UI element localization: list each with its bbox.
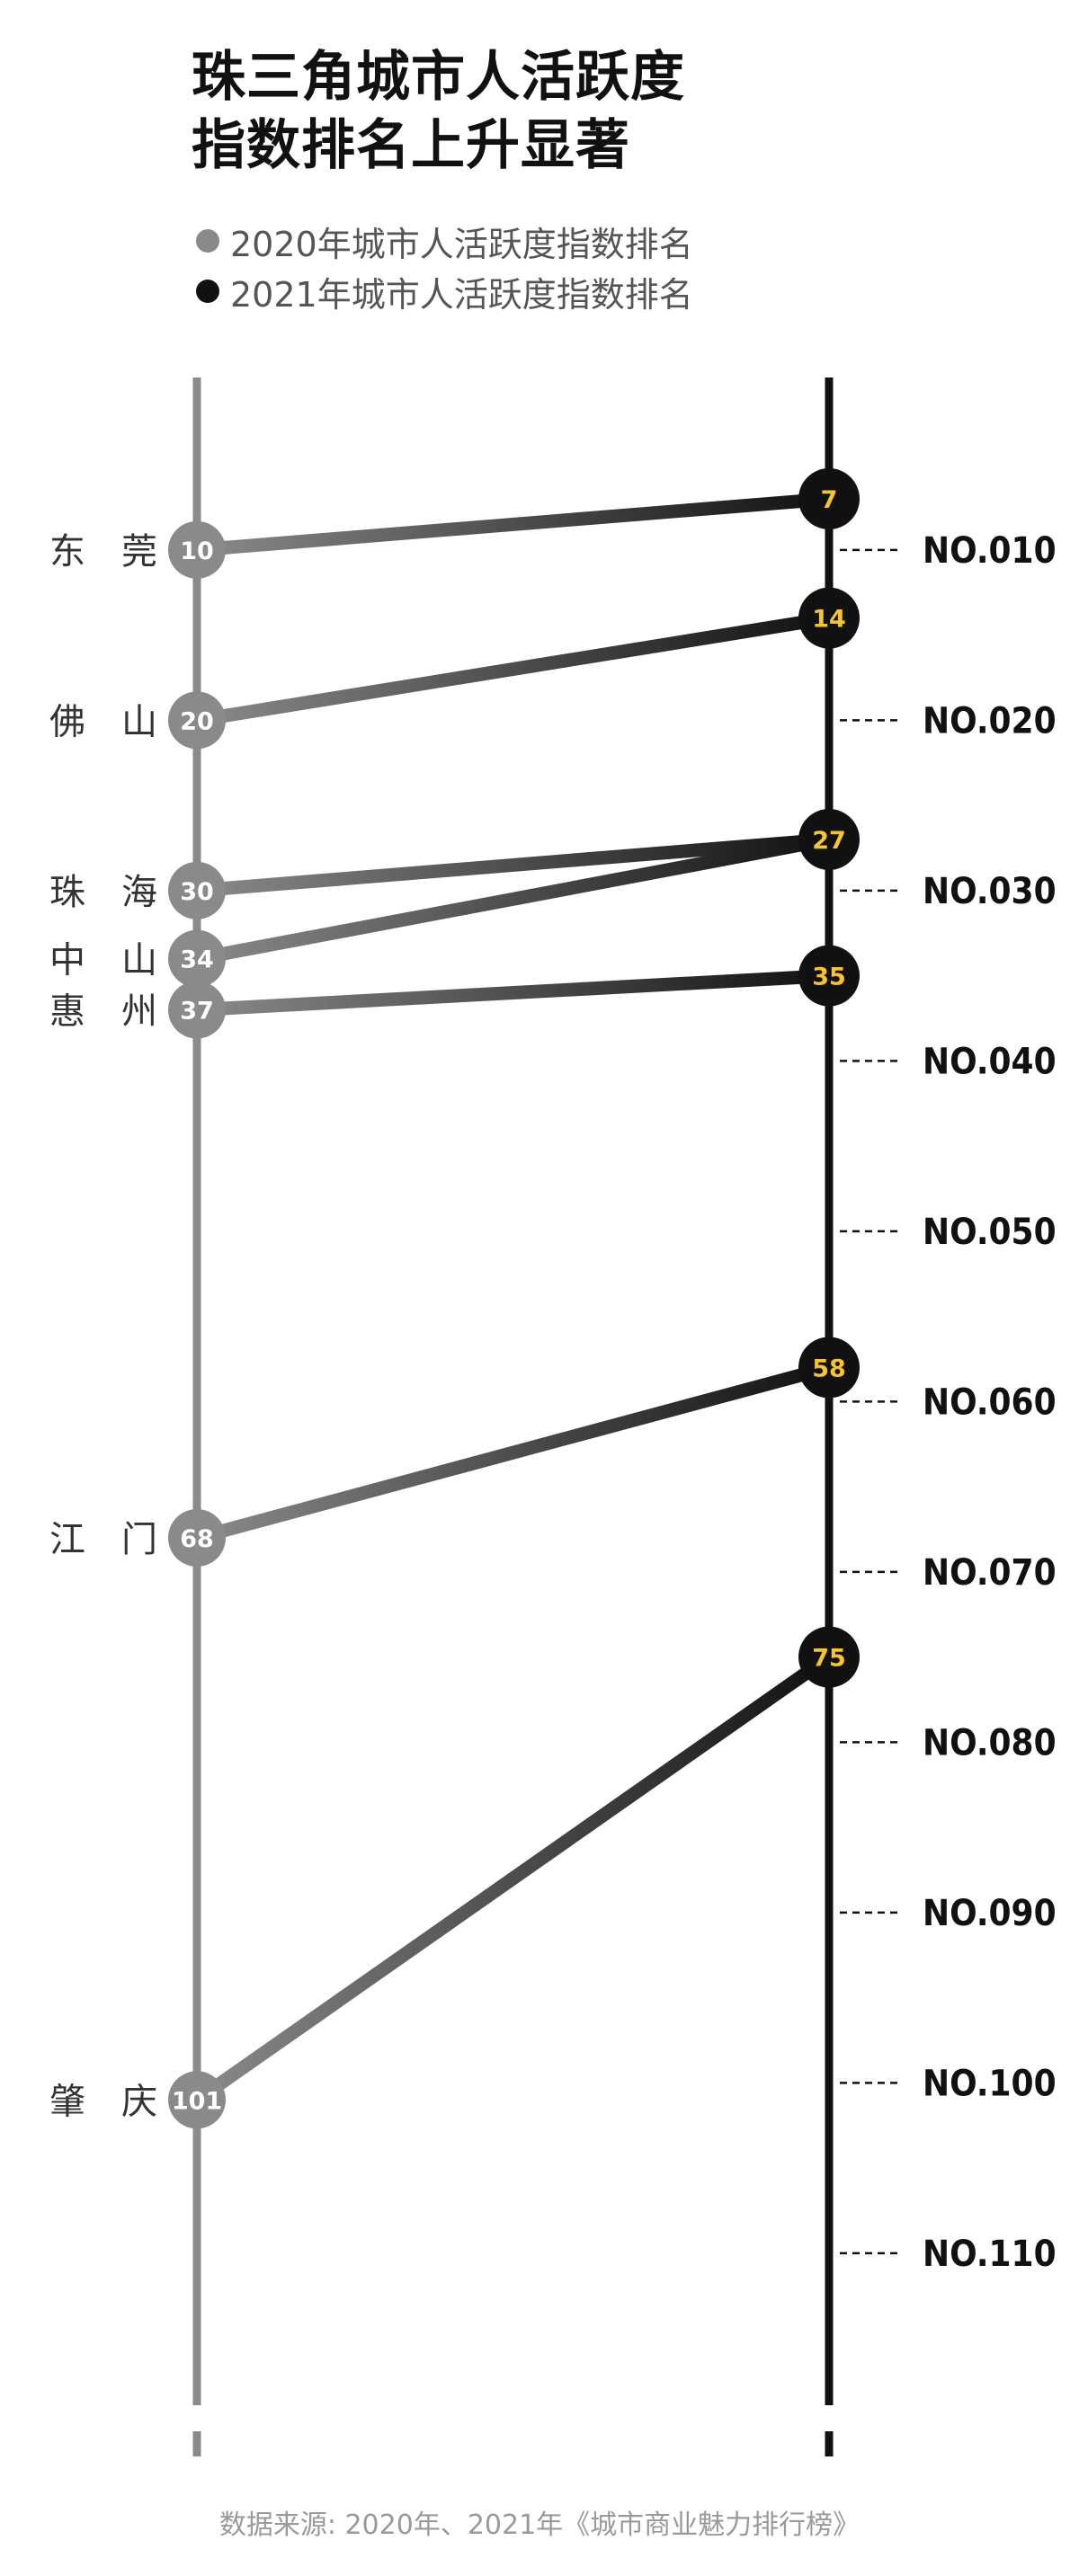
labels-layer: 10 7 东 莞 20 14 佛 山 30 27 珠 海 34 中 山 37 35 惠 州 68 58 江 门 1… xyxy=(49,486,846,2122)
point-label-2020: 10 xyxy=(180,537,214,565)
point-label-2021: 75 xyxy=(812,1645,846,1673)
points-layer xyxy=(168,468,860,2129)
point-2020 xyxy=(168,691,226,750)
point-2021 xyxy=(798,587,860,649)
tick-label: NO.030 xyxy=(923,871,1057,912)
chart-title-line-2: 指数排名上升显著 xyxy=(192,114,630,177)
point-label-2020: 34 xyxy=(180,946,214,974)
tick-label: NO.100 xyxy=(923,2063,1057,2104)
point-2021 xyxy=(798,1626,860,1688)
point-label-2021: 35 xyxy=(812,964,846,991)
tick-label: NO.060 xyxy=(923,1381,1057,1423)
axes-layer xyxy=(192,378,834,2456)
slope-line xyxy=(190,1360,836,1545)
city-label: 佛 山 xyxy=(49,701,157,742)
point-2020 xyxy=(168,1508,226,1567)
ticks-layer: NO.010 NO.020 NO.030 NO.040 NO.050 NO.060 NO.0… xyxy=(840,530,1057,2275)
city-label: 东 莞 xyxy=(49,531,157,573)
city-label: 珠 海 xyxy=(49,872,157,913)
point-label-2021: 58 xyxy=(812,1355,846,1382)
slopes-layer xyxy=(190,492,836,2107)
tick-label: NO.080 xyxy=(923,1722,1057,1763)
tick-label: NO.070 xyxy=(923,1552,1057,1594)
point-2021 xyxy=(798,1337,860,1399)
tick-label: NO.040 xyxy=(923,1041,1057,1082)
tick-label: NO.050 xyxy=(923,1212,1057,1253)
city-label: 江 门 xyxy=(49,1519,157,1560)
chart-title: 珠三角城市人活跃度 指数排名上升显著 xyxy=(192,43,685,180)
source-note: 数据来源: 2020年、2021年《城市商业魅力排行榜》 xyxy=(218,2509,861,2541)
slope-line xyxy=(190,492,836,557)
point-2021 xyxy=(798,809,860,870)
point-2020 xyxy=(168,520,226,579)
city-label: 惠 州 xyxy=(49,991,157,1033)
point-2021 xyxy=(798,945,860,1007)
grey-circle-icon xyxy=(196,229,219,253)
tick-label: NO.090 xyxy=(923,1893,1057,1934)
point-label-2020: 37 xyxy=(180,998,214,1026)
point-2020 xyxy=(168,861,226,919)
tick-label: NO.110 xyxy=(923,2234,1057,2275)
point-label-2021: 27 xyxy=(812,827,846,855)
point-label-2021: 7 xyxy=(821,486,838,514)
legend-label-2020: 2020年城市人活跃度指数排名 xyxy=(230,224,693,264)
point-label-2020: 68 xyxy=(180,1525,214,1553)
legend: 2020年城市人活跃度指数排名 2021年城市人活跃度指数排名 xyxy=(196,216,693,316)
point-2020 xyxy=(168,2071,226,2129)
chart-title-line-1: 珠三角城市人活跃度 xyxy=(192,46,685,109)
tick-label: NO.020 xyxy=(923,700,1057,742)
slope-line xyxy=(190,611,836,727)
slope-line xyxy=(190,832,836,898)
point-2020 xyxy=(168,929,226,988)
point-label-2021: 14 xyxy=(812,606,846,634)
point-label-2020: 20 xyxy=(180,707,214,735)
city-label: 肇 庆 xyxy=(49,2081,157,2122)
city-label: 中 山 xyxy=(49,940,157,982)
slope-line xyxy=(190,1650,836,2107)
point-label-2020: 30 xyxy=(180,878,214,906)
point-2021 xyxy=(798,468,860,529)
legend-item-2021: 2021年城市人活跃度指数排名 xyxy=(196,266,693,316)
tick-label: NO.010 xyxy=(923,530,1057,572)
legend-label-2021: 2021年城市人活跃度指数排名 xyxy=(230,274,693,315)
point-label-2020: 101 xyxy=(172,2087,222,2115)
slope-line xyxy=(190,969,836,1017)
point-2020 xyxy=(168,981,226,1039)
black-circle-icon xyxy=(196,280,219,303)
slope-line xyxy=(190,832,836,966)
legend-item-2020: 2020年城市人活跃度指数排名 xyxy=(196,216,693,266)
